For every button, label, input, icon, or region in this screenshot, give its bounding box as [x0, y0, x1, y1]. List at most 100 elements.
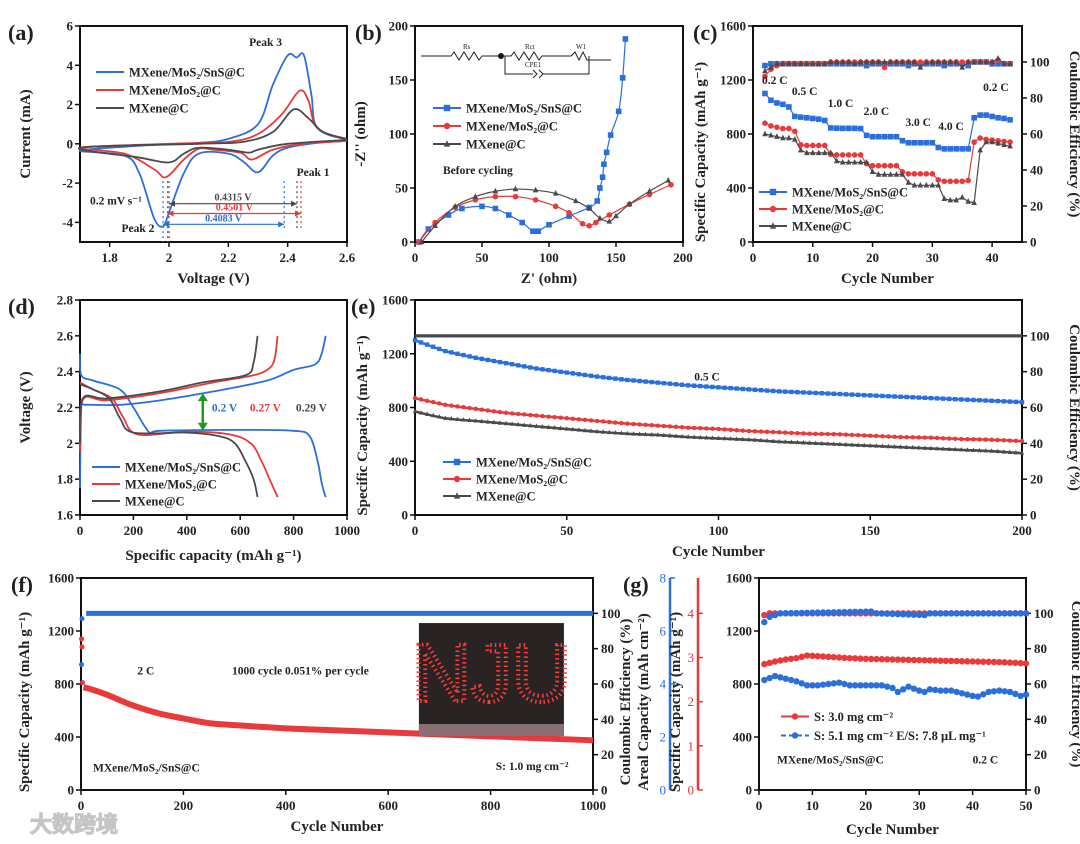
- ce-point: [1006, 610, 1014, 617]
- ce-point: [845, 58, 852, 65]
- capacity-point: [851, 655, 859, 662]
- ce-point: [786, 60, 792, 66]
- capacity-point: [917, 181, 924, 188]
- capacity-point: [80, 680, 86, 686]
- capacity-point: [905, 656, 912, 664]
- capacity-point: [843, 392, 849, 397]
- capacity-point: [898, 434, 903, 440]
- capacity-point: [892, 394, 897, 399]
- capacity-point: [771, 658, 779, 665]
- data-point: [492, 205, 499, 212]
- capacity-point: [789, 430, 794, 436]
- capacity-point: [643, 431, 648, 437]
- capacity-point: [758, 429, 764, 434]
- capacity-point: [911, 139, 918, 146]
- capacity-point: [552, 368, 557, 374]
- capacity-point: [461, 417, 466, 422]
- watermark: 大数跨境: [30, 812, 118, 838]
- ce-point: [863, 58, 870, 65]
- capacity-point: [786, 125, 792, 132]
- capacity-point: [777, 430, 782, 435]
- capacity-point: [582, 372, 588, 378]
- capacity-point: [600, 375, 606, 380]
- capacity-point: [916, 435, 922, 440]
- capacity-point: [868, 393, 873, 398]
- decay-label: 1000 cycle 0.051% per cycle: [232, 666, 369, 678]
- warburg-icon: [561, 50, 611, 62]
- capacity-point: [412, 408, 418, 414]
- y-axis-label-d: Voltage (V): [18, 371, 34, 443]
- capacity-point: [801, 390, 806, 395]
- eis-curve: [418, 38, 626, 243]
- capacity-point: [953, 688, 960, 696]
- capacity-point: [793, 654, 800, 662]
- capacity-point: [497, 359, 503, 365]
- x-tick-label-d: 200: [124, 523, 144, 538]
- capacity-point: [768, 97, 774, 104]
- capacity-point: [881, 171, 888, 177]
- ce-point: [1001, 610, 1008, 617]
- rate-label-r2: 0.5 C: [792, 86, 818, 98]
- capacity-point: [1001, 438, 1006, 443]
- legend-entry: S: 5.1 mg cm⁻² E/S: 7.8 μL mg⁻¹: [814, 729, 986, 743]
- capacity-point: [977, 437, 982, 442]
- capacity-point: [789, 439, 794, 444]
- capacity-point: [880, 443, 885, 448]
- capacity-point: [869, 162, 876, 169]
- capacity-point: [839, 158, 846, 165]
- capacity-point: [910, 395, 915, 400]
- capacity-point: [899, 137, 906, 144]
- cv-curve: [78, 89, 348, 179]
- eis-curve: [421, 179, 669, 243]
- circuit-label-rs: Rs: [463, 43, 471, 51]
- rate-label-r5: 3.0 C: [905, 117, 931, 129]
- capacity-point: [762, 90, 768, 97]
- capacity-point: [798, 146, 804, 153]
- capacity-point: [845, 125, 852, 132]
- extra-axis-tick-label: 6: [660, 624, 667, 639]
- data-point: [425, 226, 432, 232]
- ce-point: [761, 611, 768, 619]
- capacity-point: [473, 355, 478, 360]
- capacity-point: [424, 411, 430, 416]
- capacity-point: [798, 114, 804, 120]
- y-axis-label-b: -Z'' (ohm): [353, 101, 369, 166]
- capacity-point: [1001, 659, 1008, 666]
- rate-label: 2 C: [137, 666, 154, 678]
- capacity-point: [815, 149, 822, 156]
- y-tick-label-f: 800: [55, 677, 75, 692]
- capacity-point: [782, 656, 789, 663]
- capacity-point: [588, 373, 594, 378]
- ce-point: [935, 58, 942, 65]
- capacity-point: [910, 656, 918, 664]
- capacity-point: [855, 392, 861, 398]
- capacity-point: [862, 655, 869, 663]
- ce-point: [969, 610, 976, 617]
- capacity-point: [825, 680, 832, 688]
- x-tick-label-a: 2.4: [280, 250, 297, 265]
- material-label: MXene/MoS₂/SnS@C: [93, 762, 200, 774]
- y2-tick-label-f: 0: [601, 783, 608, 798]
- capacity-point: [783, 389, 788, 394]
- data-point: [546, 221, 552, 228]
- x-tick-label-e: 100: [709, 523, 729, 538]
- capacity-point: [752, 429, 758, 434]
- capacity-point: [874, 393, 879, 398]
- capacity-point: [449, 415, 454, 421]
- ce-point: [995, 61, 1001, 67]
- capacity-point: [746, 436, 752, 442]
- y-tick-label-f: 0: [68, 783, 75, 798]
- capacity-point: [881, 133, 888, 140]
- ce-point: [774, 60, 780, 66]
- capacity-point: [899, 656, 907, 663]
- y2-tick-label-c: 60: [1030, 127, 1043, 142]
- capacity-point: [782, 675, 789, 682]
- capacity-point: [947, 146, 954, 152]
- x-tick-label-f: 1000: [580, 798, 606, 813]
- capacity-point: [570, 426, 576, 432]
- capacity-point: [887, 162, 894, 169]
- y-tick-label-e: 400: [389, 454, 409, 469]
- ce-point: [995, 55, 1001, 61]
- capacity-point: [985, 688, 992, 696]
- capacity-point: [971, 447, 976, 452]
